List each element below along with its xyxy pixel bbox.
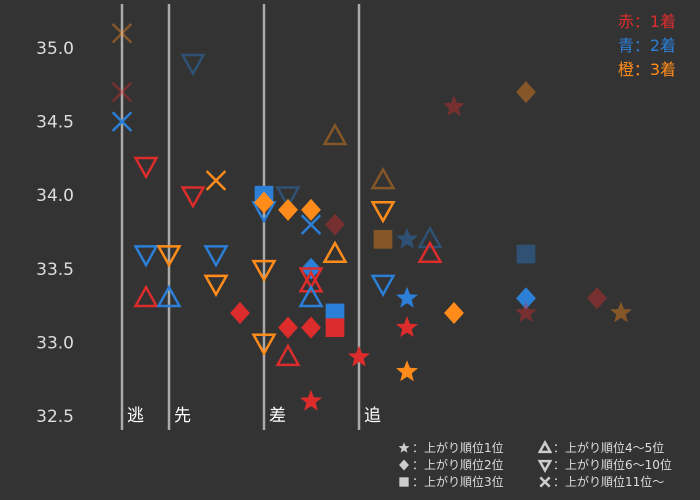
data-point-square-red [325, 318, 345, 338]
legend-square-icon [399, 477, 409, 487]
data-point-triangle-up-red [417, 240, 443, 264]
running-style-label: 先 [174, 406, 191, 426]
data-point-diamond-orange [444, 301, 464, 324]
data-point-star-blue [396, 227, 418, 249]
data-point-triangle-down-blue [133, 245, 159, 268]
marker-legend-entry: ：上がり順位6〜10位 [553, 457, 672, 472]
y-tick-label: 34.5 [36, 113, 74, 133]
data-point-diamond-orange [301, 198, 321, 221]
data-point-star-blue [396, 286, 418, 308]
y-tick-label: 34.0 [36, 186, 74, 206]
data-point-triangle-down-red [180, 186, 206, 209]
data-point-star-orange [396, 360, 418, 382]
data-point-star-red [515, 301, 537, 323]
marker-legend-entry: ：上がり順位1位 [412, 440, 504, 455]
running-style-labels: 逃先差追 [127, 406, 381, 426]
color-legend-entry: 青：2着 [618, 36, 676, 55]
data-point-triangle-up-blue [156, 284, 182, 308]
data-point-triangle-down-orange [370, 200, 396, 224]
data-point-square-orange [373, 230, 393, 249]
data-point-x-red [111, 81, 133, 103]
legend-x-icon [539, 476, 551, 488]
data-point-star-red [396, 316, 418, 337]
data-point-diamond-red [325, 213, 345, 236]
data-point-triangle-down-blue [275, 186, 301, 209]
data-point-x-blue [300, 214, 322, 235]
marker-legend-entry: ：上がり順位4〜5位 [553, 440, 664, 455]
y-tick-label: 33.5 [36, 260, 74, 280]
marker-legend-entry: ：上がり順位3位 [412, 474, 504, 489]
data-point-triangle-down-red [133, 156, 159, 180]
data-point-square-blue [325, 303, 345, 323]
data-point-diamond-red [587, 287, 607, 310]
data-point-triangle-up-blue [417, 225, 443, 249]
legend-triangle-up-icon [537, 439, 553, 454]
data-point-x-orange [111, 23, 133, 44]
data-point-triangle-up-red [298, 269, 324, 293]
data-point-triangle-up-red [133, 284, 159, 308]
data-point-triangle-down-blue [180, 53, 206, 77]
data-point-star-red [300, 389, 322, 411]
y-tick-label: 35.0 [36, 39, 74, 59]
y-axis-ticks: 35.0 34.5 34.0 33.5 33.0 32.5 [36, 39, 74, 427]
data-points [111, 23, 632, 411]
color-legend: 赤：1着青：2着橙：3着 [618, 12, 676, 79]
marker-legend-entry: ：上がり順位11位〜 [553, 474, 664, 489]
legend-diamond-icon [399, 459, 409, 471]
data-point-triangle-down-red [298, 267, 324, 290]
data-point-triangle-up-orange [322, 240, 348, 264]
data-point-triangle-down-orange [203, 274, 229, 298]
data-point-x-orange [205, 170, 227, 191]
data-point-triangle-up-red [275, 343, 301, 367]
data-point-x-blue [111, 111, 133, 132]
data-point-diamond-red [278, 316, 298, 339]
color-legend-entry: 赤：1着 [618, 12, 676, 31]
data-point-triangle-up-blue [298, 284, 324, 308]
y-tick-label: 33.0 [36, 333, 74, 353]
data-point-triangle-down-blue [203, 245, 229, 268]
color-legend-entry: 橙：3着 [618, 60, 676, 79]
y-tick-label: 32.5 [36, 407, 74, 427]
data-point-diamond-red [230, 301, 250, 324]
data-point-diamond-red [301, 316, 321, 339]
data-point-triangle-down-orange [156, 245, 182, 268]
data-point-star-red [348, 345, 370, 367]
data-point-triangle-down-orange [251, 259, 277, 283]
data-point-triangle-down-orange [251, 333, 277, 356]
data-point-star-red [443, 95, 465, 117]
data-point-triangle-up-orange [322, 122, 348, 146]
running-style-label: 逃 [127, 406, 144, 426]
data-point-triangle-up-orange [370, 166, 396, 190]
marker-legend: ：上がり順位1位 ：上がり順位2位 ：上がり順位3位 ：上がり順位4〜5位 ：上がり順位… [398, 439, 672, 489]
data-point-diamond-orange [254, 191, 274, 214]
data-point-square-blue [516, 244, 536, 264]
marker-legend-entry: ：上がり順位2位 [412, 457, 504, 472]
data-point-diamond-orange [516, 81, 536, 104]
running-style-label: 差 [269, 406, 286, 426]
data-point-star-orange [610, 301, 632, 323]
running-style-label: 追 [364, 406, 381, 426]
data-point-diamond-orange [278, 198, 298, 221]
legend-star-icon [398, 442, 410, 453]
data-point-diamond-blue [516, 287, 536, 310]
legend-triangle-down-icon [537, 459, 553, 474]
data-point-triangle-down-blue [370, 274, 396, 298]
